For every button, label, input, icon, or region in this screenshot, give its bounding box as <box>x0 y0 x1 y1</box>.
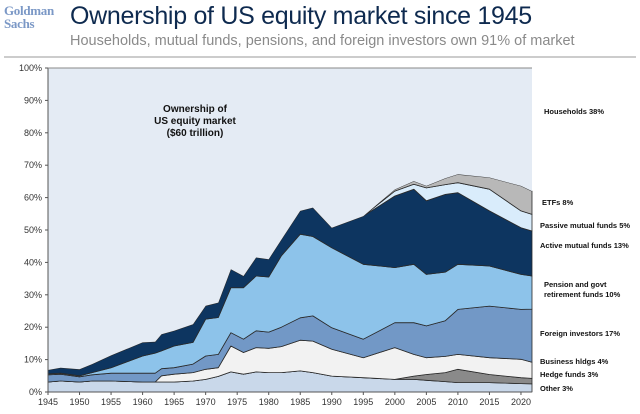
y-tick-label: 30% <box>24 290 42 300</box>
x-tick-label: 1945 <box>38 397 58 407</box>
chart-annotation: Ownership of US equity market ($60 trill… <box>154 104 236 139</box>
y-tick-label: 20% <box>24 322 42 332</box>
header-divider <box>4 56 636 58</box>
x-tick-label: 1975 <box>227 397 247 407</box>
y-tick-label: 90% <box>24 95 42 105</box>
page-title: Ownership of US equity market since 1945 <box>70 2 532 30</box>
logo-line-2: Sachs <box>4 16 35 31</box>
x-tick-label: 2000 <box>385 397 405 407</box>
stacked-areas <box>47 68 533 393</box>
x-tick-label: 1955 <box>101 397 121 407</box>
y-tick-label: 100% <box>19 63 42 73</box>
y-tick-label: 60% <box>24 193 42 203</box>
x-tick-label: 2010 <box>448 397 468 407</box>
label-active: Active mutual funds 13% <box>540 241 629 250</box>
x-tick-label: 1965 <box>164 397 184 407</box>
y-tick-label: 10% <box>24 355 42 365</box>
annotation-line-1: Ownership of <box>163 104 228 115</box>
axes: 0% 10% 20% 30% 40% 50% 60% 70% 80% 90% 100% 1945 195… <box>19 63 532 407</box>
label-etfs: ETFs 8% <box>542 198 574 207</box>
logo-line-1: Goldman <box>4 3 54 18</box>
x-tick-label: 2015 <box>479 397 499 407</box>
label-foreign: Foreign investors 17% <box>540 329 620 338</box>
label-other: Other 3% <box>540 384 573 393</box>
y-tick-label: 50% <box>24 225 42 235</box>
label-hedge: Hedge funds 3% <box>540 370 599 379</box>
x-tick-label: 1960 <box>133 397 153 407</box>
area-etfs <box>47 173 533 371</box>
area-households <box>48 68 532 370</box>
page-subtitle: Households, mutual funds, pensions, and … <box>70 33 575 49</box>
label-business: Business hldgs 4% <box>540 357 609 366</box>
goldman-sachs-logo: Goldman Sachs <box>4 4 54 30</box>
x-tick-label: 1970 <box>196 397 216 407</box>
label-pension-1: Pension and govt <box>544 280 607 289</box>
x-tick-label: 1985 <box>290 397 310 407</box>
x-tick-label: 1950 <box>70 397 90 407</box>
label-passive: Passive mutual funds 5% <box>540 221 630 230</box>
y-tick-label: 70% <box>24 160 42 170</box>
x-tick-label: 1980 <box>259 397 279 407</box>
y-tick-label: 0% <box>29 387 42 397</box>
label-households: Households 38% <box>544 107 604 116</box>
label-pension-2: retirement funds 10% <box>544 290 621 299</box>
annotation-line-2: US equity market <box>154 116 236 127</box>
x-tick-label: 2020 <box>511 397 531 407</box>
y-tick-label: 80% <box>24 128 42 138</box>
x-tick-label: 1990 <box>322 397 342 407</box>
annotation-line-3: ($60 trillion) <box>167 128 224 139</box>
series-labels: Households 38% ETFs 8% Passive mutual fu… <box>540 107 630 393</box>
y-tick-label: 40% <box>24 257 42 267</box>
x-tick-label: 2005 <box>416 397 436 407</box>
x-tick-label: 1995 <box>353 397 373 407</box>
